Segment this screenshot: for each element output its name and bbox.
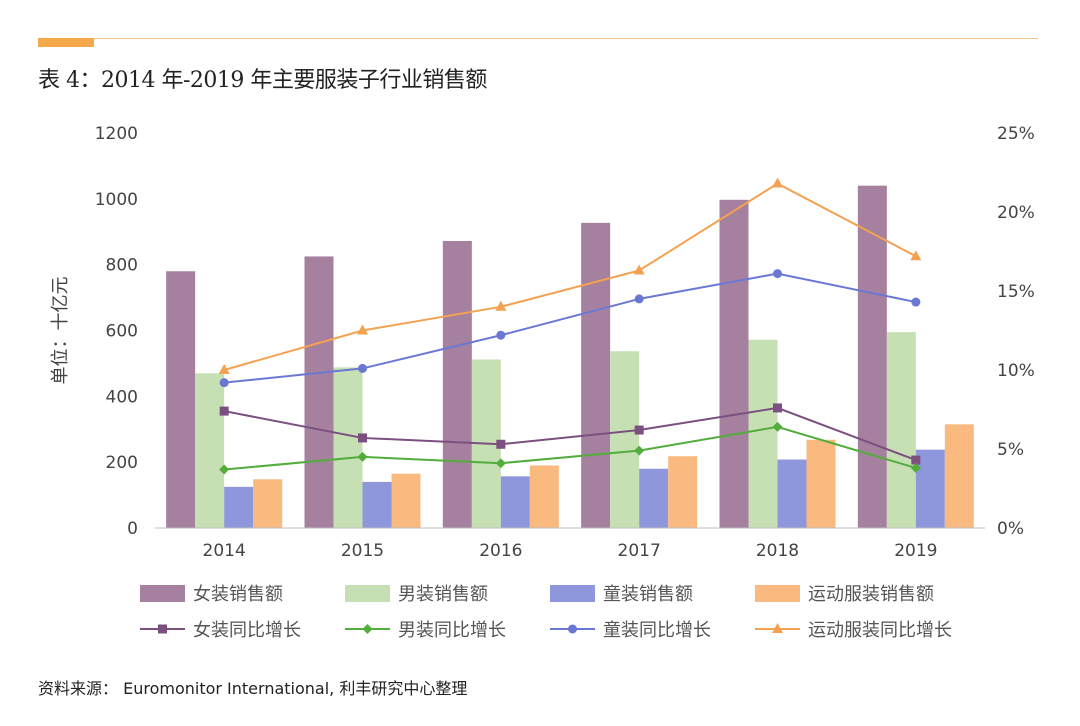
y-tick-label: 0 xyxy=(127,519,138,539)
line-point-1-2019 xyxy=(910,462,921,473)
line-point-0-2016 xyxy=(496,439,506,449)
legend-swatch xyxy=(550,585,595,602)
line-point-2-2015 xyxy=(358,363,367,373)
line-point-3-2014 xyxy=(218,364,230,374)
x-tick-label: 2018 xyxy=(756,541,799,561)
bar-0-2017 xyxy=(581,222,611,529)
y2-tick-label: 0% xyxy=(997,519,1024,539)
bar-3-2019 xyxy=(944,424,974,528)
legend-label: 男装销售额 xyxy=(398,584,488,605)
line-point-0-2017 xyxy=(634,425,644,435)
y-tick-label: 800 xyxy=(106,256,138,276)
y2-tick-label: 20% xyxy=(997,203,1035,223)
line-point-1-2014 xyxy=(219,464,230,475)
legend-label: 运动服装销售额 xyxy=(808,584,934,605)
line-point-3-2016 xyxy=(495,300,507,311)
line-point-1-2017 xyxy=(634,445,645,456)
chart-title: 表 4：2014 年-2019 年主要服装子行业销售额 xyxy=(38,68,487,93)
bar-3-2015 xyxy=(391,473,421,528)
line-point-2-2016 xyxy=(496,330,506,340)
bar-0-2018 xyxy=(719,199,749,528)
bar-1-2018 xyxy=(748,339,778,528)
bar-3-2014 xyxy=(253,479,283,528)
bar-2-2016 xyxy=(500,476,530,528)
chart-svg: 0 200 400 600 800 1000 1200 0% 5% 10% 15% 20% 25% 单位：… xyxy=(50,124,1035,641)
y2-tick-label: 25% xyxy=(997,124,1035,144)
bar-0-2015 xyxy=(304,256,334,528)
legend-marker xyxy=(568,624,577,634)
line-point-3-2017 xyxy=(633,264,645,275)
line-point-1-2015 xyxy=(357,451,368,462)
y-tick-label: 1200 xyxy=(95,124,138,144)
y2-tick-label: 5% xyxy=(997,440,1024,460)
line-point-1-2018 xyxy=(772,421,783,432)
legend-label: 童装同比增长 xyxy=(603,620,711,641)
legend-label: 女装销售额 xyxy=(193,584,283,605)
legend-label: 女装同比增长 xyxy=(193,620,301,641)
legend-marker xyxy=(158,624,167,634)
bar-1-2019 xyxy=(886,332,916,528)
bar-1-2014 xyxy=(195,373,225,528)
line-point-0-2019 xyxy=(911,455,921,465)
x-tick-label: 2017 xyxy=(618,541,661,561)
x-tick-label: 2014 xyxy=(203,541,246,561)
bar-0-2016 xyxy=(442,240,472,528)
legend-swatch xyxy=(755,585,800,602)
line-point-1-2016 xyxy=(495,458,506,469)
bar-2-2017 xyxy=(639,468,669,528)
line-point-2-2019 xyxy=(911,297,921,307)
line-point-3-2019 xyxy=(910,250,922,261)
bar-1-2017 xyxy=(610,351,640,528)
x-tick-label: 2019 xyxy=(894,541,937,561)
bar-2-2015 xyxy=(362,481,392,528)
y-axis-label: 单位：十亿元 xyxy=(50,277,71,385)
bar-3-2016 xyxy=(529,465,559,528)
line-point-2-2014 xyxy=(219,378,229,388)
legend-label: 运动服装同比增长 xyxy=(808,620,952,641)
legend-marker xyxy=(772,623,783,633)
bar-2-2014 xyxy=(224,486,254,528)
y-tick-label: 200 xyxy=(106,453,138,473)
y-tick-label: 600 xyxy=(106,322,138,342)
line-point-0-2018 xyxy=(773,403,782,413)
line-point-3-2018 xyxy=(772,177,783,188)
bar-2-2018 xyxy=(777,459,807,528)
line-point-0-2015 xyxy=(358,433,367,443)
line-series-3 xyxy=(223,182,917,371)
y-tick-label: 400 xyxy=(106,387,138,407)
legend-swatch xyxy=(345,585,390,602)
legend-label: 男装同比增长 xyxy=(398,620,506,641)
top-accent-bar xyxy=(38,38,94,47)
legend-swatch xyxy=(140,585,185,602)
x-tick-label: 2015 xyxy=(341,541,384,561)
line-point-2-2017 xyxy=(634,294,644,304)
line-point-0-2014 xyxy=(219,406,229,416)
bar-3-2018 xyxy=(806,439,836,528)
line-series-1 xyxy=(224,425,917,471)
line-series-0 xyxy=(223,406,917,461)
line-series-2 xyxy=(224,272,917,384)
bar-1-2015 xyxy=(333,367,363,528)
bar-3-2017 xyxy=(668,456,698,528)
y2-tick-label: 10% xyxy=(997,361,1035,381)
y2-tick-label: 15% xyxy=(997,282,1035,302)
top-rule xyxy=(38,38,1038,39)
bar-0-2014 xyxy=(166,271,196,528)
bar-0-2019 xyxy=(857,185,887,528)
source-note: 资料来源： Euromonitor International, 利丰研究中心整… xyxy=(38,679,468,698)
y-tick-label: 1000 xyxy=(95,190,138,210)
line-point-3-2015 xyxy=(357,324,368,335)
x-tick-label: 2016 xyxy=(479,541,522,561)
legend-label: 童装销售额 xyxy=(603,584,693,605)
line-point-2-2018 xyxy=(773,269,782,279)
legend-marker xyxy=(362,624,373,634)
bar-2-2019 xyxy=(915,449,945,528)
